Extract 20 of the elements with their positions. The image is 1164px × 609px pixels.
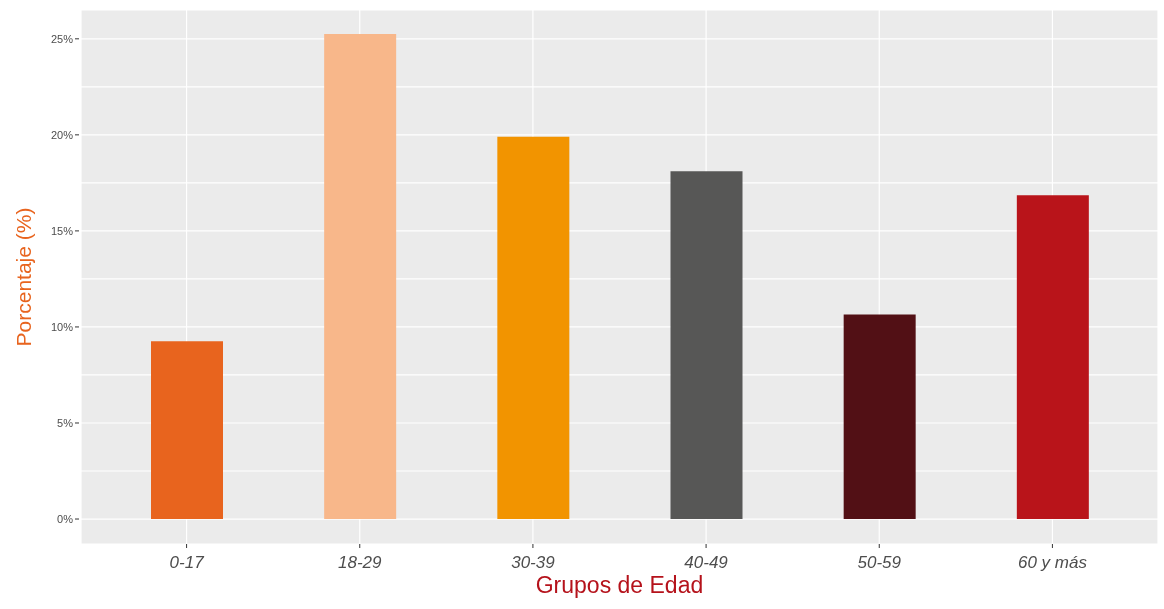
- x-tick-label: 60 y más: [1017, 553, 1088, 572]
- x-axis-title: Grupos de Edad: [535, 572, 704, 598]
- x-tick-label: 0-17: [169, 553, 205, 572]
- bar: [1016, 195, 1089, 520]
- y-tick-label: 20%: [50, 128, 74, 141]
- y-tick-label: 5%: [57, 416, 74, 429]
- y-tick-label: 0%: [57, 513, 74, 526]
- y-tick-label: 15%: [50, 224, 74, 237]
- bar: [151, 341, 223, 520]
- x-tick-label: 18-29: [338, 553, 383, 572]
- x-tick-label: 50-59: [857, 553, 902, 572]
- bar: [497, 136, 570, 520]
- y-axis-title: Porcentaje (%): [12, 207, 36, 347]
- x-tick-label: 30-39: [511, 553, 556, 572]
- bar: [670, 171, 743, 520]
- y-tick-label: 10%: [50, 320, 74, 333]
- bar: [843, 314, 916, 520]
- x-tick-label: 40-49: [684, 553, 729, 572]
- y-tick-label: 25%: [50, 32, 74, 45]
- bar: [324, 34, 397, 520]
